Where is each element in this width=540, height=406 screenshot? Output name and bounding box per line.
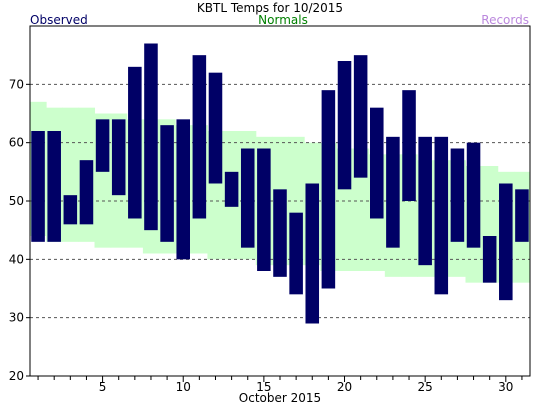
observed-bar-day-25: [418, 136, 432, 266]
x-axis-label: October 2015: [239, 391, 321, 405]
observed-bar-day-31: [515, 189, 529, 242]
x-tick-label-15: 15: [256, 380, 271, 394]
x-axis: 5 10 15 20 25 30: [37, 376, 523, 394]
y-tick-label-20: 20: [9, 369, 24, 383]
observed-bar-day-7: [128, 66, 142, 219]
y-axis: 20 30 40 50 60 70: [9, 77, 30, 383]
observed-bar-day-13: [224, 171, 239, 207]
observed-bar-day-5: [95, 119, 110, 172]
legend-observed: Observed: [30, 13, 88, 27]
observed-bar-day-12: [208, 72, 223, 184]
x-tick-label-20: 20: [337, 380, 352, 394]
observed-bar-day-20: [337, 61, 352, 190]
observed-bar-day-18: [305, 183, 320, 324]
observed-bar-day-3: [63, 195, 78, 225]
observed-bar-day-2: [47, 131, 61, 242]
observed-bar-day-10: [176, 119, 190, 260]
observed-bar-day-11: [192, 55, 207, 219]
observed-bar-day-23: [386, 136, 400, 248]
observed-bar-day-19: [321, 90, 336, 289]
observed-bar-day-15: [257, 148, 271, 271]
observed-bar-day-28: [466, 142, 481, 248]
observed-bar-day-27: [450, 148, 465, 242]
x-tick-label-25: 25: [418, 380, 433, 394]
observed-bar-day-26: [434, 136, 449, 295]
legend-records: Records: [481, 13, 529, 27]
y-tick-label-50: 50: [9, 194, 24, 208]
observed-bar-day-14: [240, 148, 255, 248]
observed-bars: [31, 43, 529, 324]
legend-normals: Normals: [258, 13, 308, 27]
x-tick-label-10: 10: [176, 380, 191, 394]
observed-bar-day-21: [353, 55, 368, 178]
observed-bar-day-22: [370, 107, 384, 219]
y-tick-label-30: 30: [9, 311, 24, 325]
observed-bar-day-9: [160, 125, 174, 242]
chart-title: KBTL Temps for 10/2015: [197, 1, 343, 15]
observed-bar-day-6: [111, 119, 126, 196]
observed-bar-day-1: [31, 131, 45, 242]
x-tick-label-30: 30: [498, 380, 513, 394]
observed-bar-day-17: [289, 212, 303, 295]
normal-range-day-21: [352, 148, 370, 271]
observed-bar-day-4: [79, 160, 94, 225]
observed-bar-day-29: [482, 236, 497, 283]
observed-bar-day-30: [499, 183, 513, 301]
observed-bar-day-16: [273, 189, 287, 277]
y-tick-label-70: 70: [9, 77, 24, 91]
y-tick-label-60: 60: [9, 136, 24, 150]
observed-bar-day-8: [144, 43, 158, 231]
observed-bar-day-24: [402, 90, 416, 201]
x-tick-label-5: 5: [99, 380, 107, 394]
y-tick-label-40: 40: [9, 252, 24, 266]
